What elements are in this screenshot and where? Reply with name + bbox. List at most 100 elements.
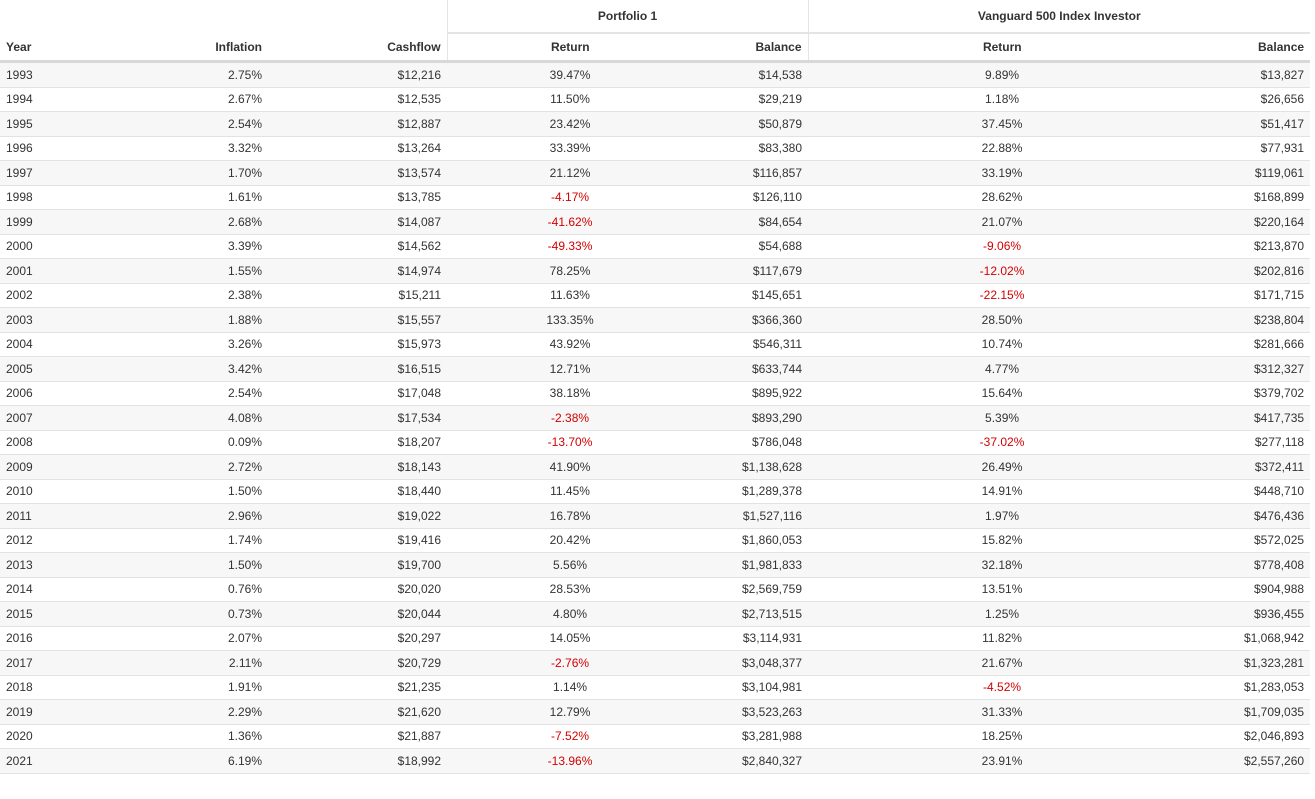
table-cell: 3.42% [100, 356, 268, 382]
table-cell: -2.76% [447, 650, 694, 676]
table-cell: $116,857 [693, 160, 809, 186]
table-row: 2014 0.76% $20,020 28.53% $2,569,759 13.51% $9… [0, 577, 1311, 602]
table-cell: 13.51% [808, 577, 1197, 602]
table-cell: 5.39% [808, 405, 1197, 431]
table-cell: $312,327 [1196, 356, 1311, 382]
table-cell: 1.88% [100, 307, 268, 333]
table-cell: 1.14% [447, 675, 694, 700]
table-cell: 2019 [0, 699, 100, 725]
table-row: 2010 1.50% $18,440 11.45% $1,289,378 14.91% $4… [0, 479, 1311, 504]
column-header: Balance [1196, 33, 1311, 63]
table-cell: 2.68% [100, 209, 268, 235]
table-cell: $3,048,377 [693, 650, 809, 676]
table-cell: -9.06% [808, 234, 1197, 259]
table-cell: 4.80% [447, 601, 694, 627]
table-cell: -37.02% [808, 430, 1197, 455]
table-cell: 2.67% [100, 87, 268, 112]
table-cell: $238,804 [1196, 307, 1311, 333]
table-cell: $1,138,628 [693, 454, 809, 480]
table-cell: $19,022 [268, 503, 448, 529]
table-cell: 28.50% [808, 307, 1197, 333]
column-header: Cashflow [268, 33, 448, 63]
table-cell: 1996 [0, 136, 100, 161]
table-cell: 133.35% [447, 307, 694, 333]
table-cell: 1.50% [100, 479, 268, 504]
table-cell: 4.77% [808, 356, 1197, 382]
table-header: Portfolio 1 Vanguard 500 Index Investor … [0, 0, 1311, 63]
table-cell: 14.05% [447, 626, 694, 651]
table-cell: 43.92% [447, 332, 694, 357]
table-cell: $18,440 [268, 479, 448, 504]
table-cell: $171,715 [1196, 283, 1311, 308]
table-cell: 4.08% [100, 405, 268, 431]
table-cell: -13.70% [447, 430, 694, 455]
table-cell: $2,569,759 [693, 577, 809, 602]
table-cell: 1994 [0, 87, 100, 112]
table-cell: 2005 [0, 356, 100, 382]
table-cell: 3.32% [100, 136, 268, 161]
table-cell: $13,264 [268, 136, 448, 161]
table-cell: 11.82% [808, 626, 1197, 651]
table-row: 2013 1.50% $19,700 5.56% $1,981,833 32.18% $77… [0, 552, 1311, 578]
table-cell: $13,785 [268, 185, 448, 210]
table-cell: $168,899 [1196, 185, 1311, 210]
table-cell: $84,654 [693, 209, 809, 235]
table-cell: $13,827 [1196, 61, 1311, 88]
table-cell: -4.17% [447, 185, 694, 210]
table-cell: $13,574 [268, 160, 448, 186]
table-cell: $21,235 [268, 675, 448, 700]
table-cell: 2.07% [100, 626, 268, 651]
table-row: 2021 6.19% $18,992 -13.96% $2,840,327 23.91% $… [0, 748, 1311, 774]
table-row: 2006 2.54% $17,048 38.18% $895,922 15.64% $379… [0, 381, 1311, 406]
table-cell: 15.82% [808, 528, 1197, 553]
table-cell: 2.54% [100, 381, 268, 406]
table-cell: $904,988 [1196, 577, 1311, 602]
table-cell: -49.33% [447, 234, 694, 259]
table-cell: $126,110 [693, 185, 809, 210]
table-cell: 1.18% [808, 87, 1197, 112]
table-cell: 2.11% [100, 650, 268, 676]
table-row: 1993 2.75% $12,216 39.47% $14,538 9.89% $13,82… [0, 61, 1311, 88]
table-cell: -7.52% [447, 724, 694, 749]
table-cell: 1.61% [100, 185, 268, 210]
table-cell: $15,211 [268, 283, 448, 308]
table-cell: 2006 [0, 381, 100, 406]
table-cell: 3.26% [100, 332, 268, 357]
table-cell: 78.25% [447, 258, 694, 284]
table-cell: $54,688 [693, 234, 809, 259]
table-cell: 2012 [0, 528, 100, 553]
table-cell: 1999 [0, 209, 100, 235]
table-cell: $20,297 [268, 626, 448, 651]
table-cell: $119,061 [1196, 160, 1311, 186]
table-row: 1995 2.54% $12,887 23.42% $50,879 37.45% $51,4… [0, 111, 1311, 137]
table-row: 2018 1.91% $21,235 1.14% $3,104,981 -4.52% $1,… [0, 675, 1311, 700]
column-header: Return [807, 33, 1197, 63]
table-cell: -2.38% [447, 405, 694, 431]
table-row: 2008 0.09% $18,207 -13.70% $786,048 -37.02% $2… [0, 430, 1311, 455]
table-row: 1999 2.68% $14,087 -41.62% $84,654 21.07% $220… [0, 209, 1311, 235]
table-cell: $12,535 [268, 87, 448, 112]
table-row: 1998 1.61% $13,785 -4.17% $126,110 28.62% $168… [0, 185, 1311, 210]
table-cell: $778,408 [1196, 552, 1311, 578]
table-cell: $213,870 [1196, 234, 1311, 259]
table-cell: 0.76% [100, 577, 268, 602]
table-cell: $15,557 [268, 307, 448, 333]
table-cell: 21.07% [808, 209, 1197, 235]
table-cell: $17,534 [268, 405, 448, 431]
table-cell: $277,118 [1196, 430, 1311, 455]
table-cell: $895,922 [693, 381, 809, 406]
table-cell: $1,527,116 [693, 503, 809, 529]
table-cell: $50,879 [693, 111, 809, 137]
table-cell: 0.73% [100, 601, 268, 627]
table-row: 2000 3.39% $14,562 -49.33% $54,688 -9.06% $213… [0, 234, 1311, 259]
table-cell: 21.67% [808, 650, 1197, 676]
table-cell: $14,562 [268, 234, 448, 259]
table-cell: $145,651 [693, 283, 809, 308]
group-header: Portfolio 1 [446, 0, 809, 34]
table-cell: 33.19% [808, 160, 1197, 186]
table-cell: 14.91% [808, 479, 1197, 504]
table-cell: $20,020 [268, 577, 448, 602]
table-cell: $3,281,988 [693, 724, 809, 749]
group-header: Vanguard 500 Index Investor [807, 0, 1311, 34]
